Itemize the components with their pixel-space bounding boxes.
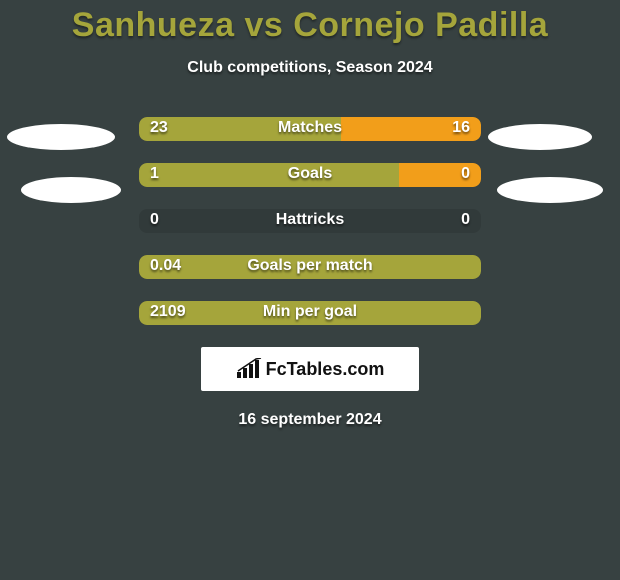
stat-fill-left	[139, 117, 341, 141]
player-ellipse	[497, 177, 603, 203]
stat-row: Hattricks00	[0, 209, 620, 233]
bars-icon	[236, 358, 262, 380]
stat-track	[139, 163, 481, 187]
stat-fill-right	[399, 163, 481, 187]
player-ellipse	[488, 124, 592, 150]
page-title: Sanhueza vs Cornejo Padilla	[0, 0, 620, 45]
stat-track	[139, 255, 481, 279]
stat-row: Min per goal2109	[0, 301, 620, 325]
player-ellipse	[21, 177, 121, 203]
subtitle: Club competitions, Season 2024	[0, 59, 620, 77]
date-text: 16 september 2024	[0, 411, 620, 429]
stat-fill-left	[139, 301, 481, 325]
stat-fill-left	[139, 163, 399, 187]
stat-fill-right	[341, 117, 481, 141]
logo: FcTables.com	[236, 358, 385, 380]
stat-track	[139, 301, 481, 325]
stat-track	[139, 209, 481, 233]
player-ellipse	[7, 124, 115, 150]
stat-track	[139, 117, 481, 141]
logo-text: FcTables.com	[266, 359, 385, 380]
logo-box: FcTables.com	[201, 347, 419, 391]
stat-row: Goals per match0.04	[0, 255, 620, 279]
stat-fill-left	[139, 255, 481, 279]
